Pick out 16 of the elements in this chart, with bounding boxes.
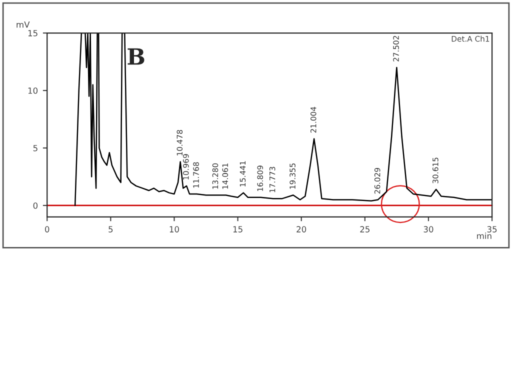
y-tick-label: 10: [28, 87, 38, 94]
line-series: [74, 33, 492, 206]
y-tick-label: 5: [33, 145, 38, 152]
x-tick-label: 35: [487, 226, 497, 232]
y-tick-label: 0: [33, 202, 38, 209]
x-tick-label: 25: [360, 226, 370, 232]
x-tick-label: 15: [233, 226, 242, 232]
x-tick-label: 5: [108, 226, 113, 232]
y-tick-label: 15: [28, 30, 38, 36]
annotation: B: [128, 48, 144, 65]
x-tick-label: 0: [45, 226, 50, 232]
x-tick-label: 10: [170, 226, 179, 232]
x-tick-label: 30: [424, 226, 434, 232]
x-axis-title: min: [477, 232, 492, 239]
x-tick-label: 20: [296, 226, 306, 232]
y-axis-title: mV: [16, 22, 30, 28]
